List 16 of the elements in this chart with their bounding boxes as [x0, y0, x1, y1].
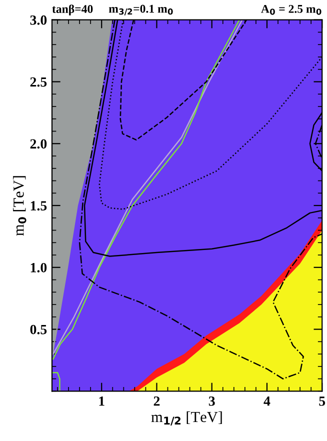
x-tick-label: 5 — [319, 396, 326, 406]
y-tick-label: 1.5 — [30, 201, 47, 211]
x-tick-label: 2 — [154, 396, 160, 406]
y-tick-label: 1.0 — [30, 262, 47, 272]
x-tick-label: 4 — [264, 396, 270, 406]
y-tick-label: 3.0 — [30, 15, 47, 25]
y-tick-label: 2.5 — [30, 77, 47, 87]
y-tick-label: 2.0 — [30, 139, 47, 149]
y-tick-label: 0.5 — [30, 324, 47, 334]
x-tick-label: 3 — [208, 396, 215, 406]
text: tanβ=40 — [52, 4, 93, 16]
text: m$_{3/2}$=0.1 m$_{0}$ — [108, 4, 173, 16]
x-tick-label: 1 — [99, 396, 104, 406]
y-axis-title: m$_{0}$ [TeV] — [13, 176, 26, 236]
x-axis-title: m$_{1/2}$ [TeV] — [151, 411, 222, 426]
text: A$_{0}$ = 2.5 m$_{0}$ — [261, 4, 322, 15]
